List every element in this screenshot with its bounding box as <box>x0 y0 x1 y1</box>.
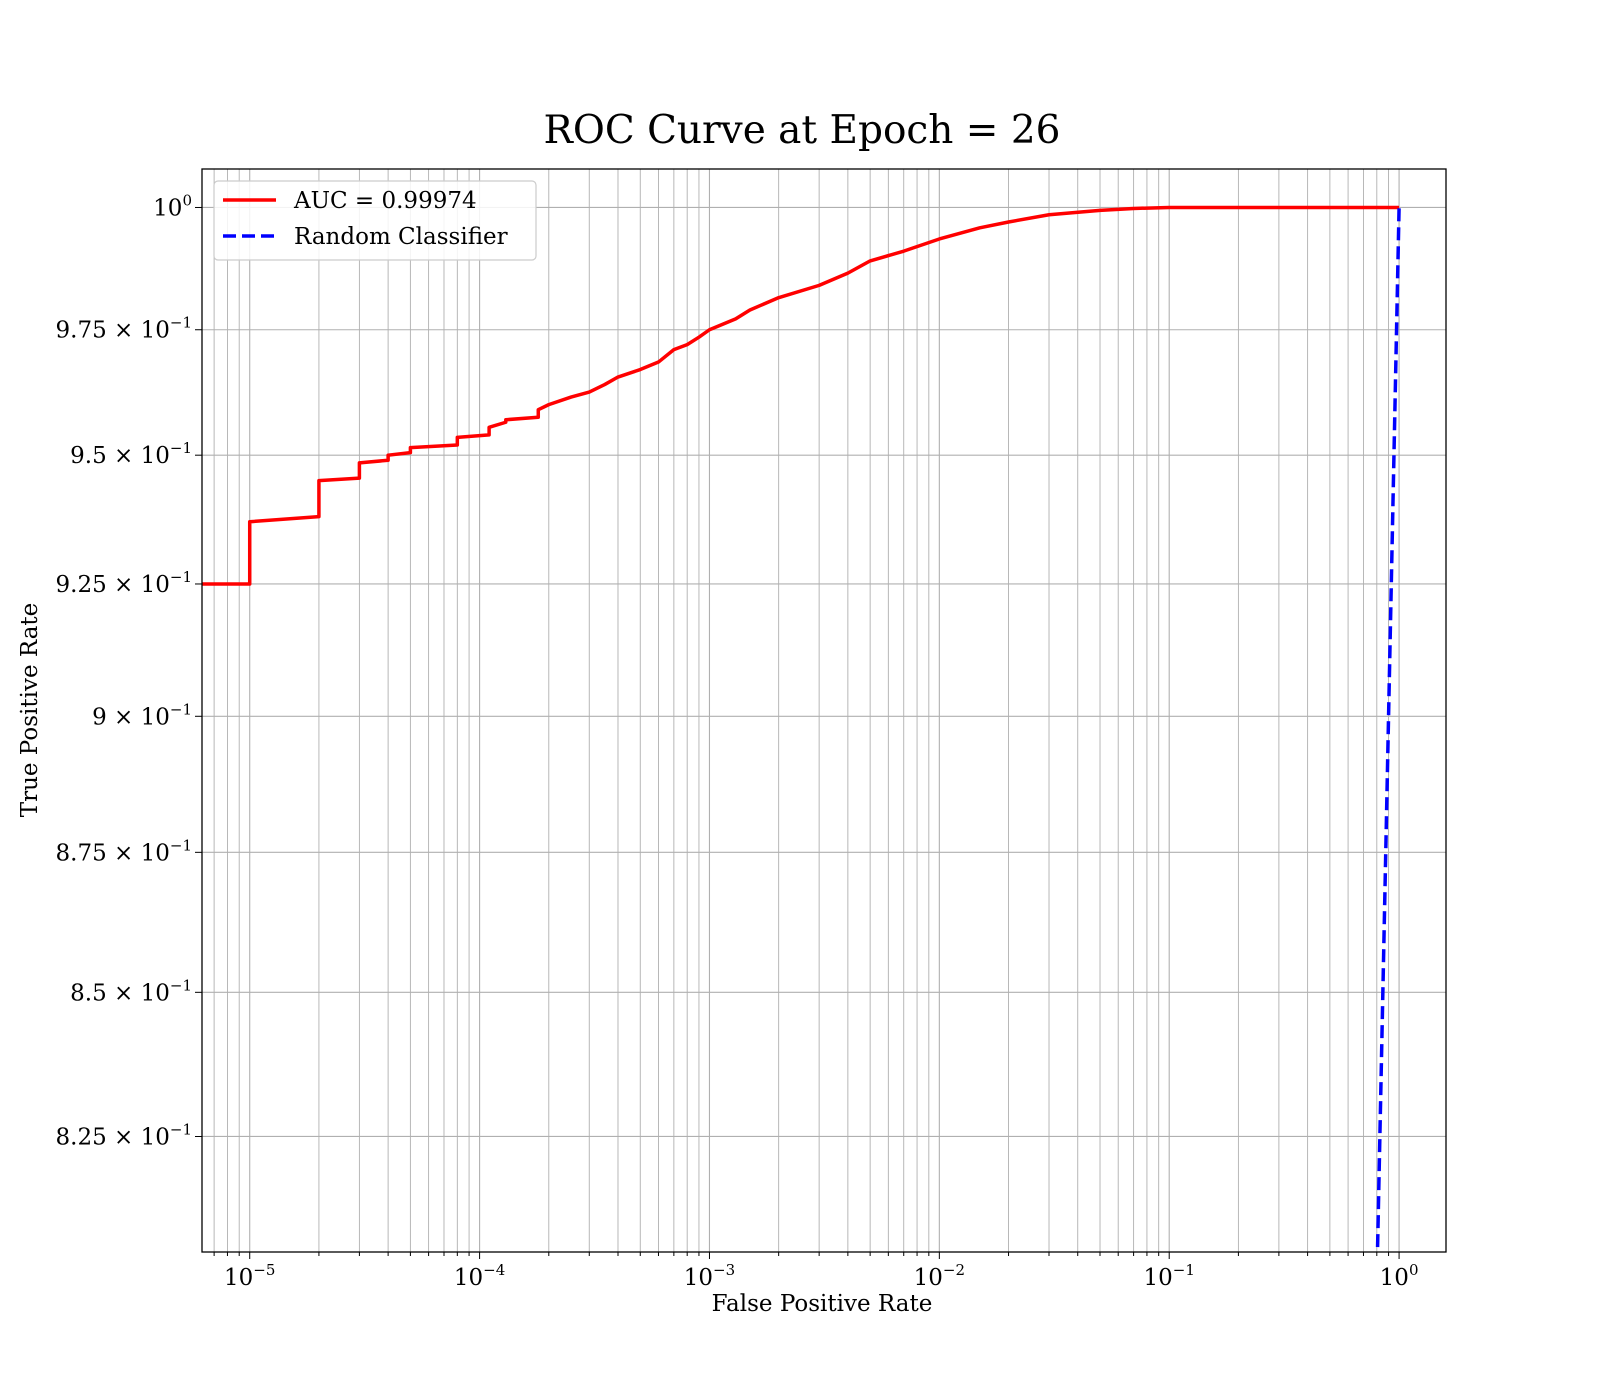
x-tick-label: 10−3 <box>684 1261 735 1291</box>
legend-label-auc: AUC = 0.99974 <box>293 188 477 214</box>
x-axis-ticks: 10−5 10−4 10−3 10−2 10−1 100 <box>213 1252 1419 1291</box>
random-classifier-line <box>1375 207 1401 1252</box>
roc-curve-line <box>202 205 1400 586</box>
y-tick-label: 9.25 × 10−1 <box>56 568 193 598</box>
y-tick-label: 8.25 × 10−1 <box>56 1120 193 1150</box>
plot-frame <box>201 168 1447 1253</box>
series-layer <box>202 205 1401 1252</box>
x-axis-label: False Positive Rate <box>712 1291 933 1317</box>
legend-label-random-classifier: Random Classifier <box>294 224 508 250</box>
x-tick-label: 10−5 <box>224 1261 275 1291</box>
y-tick-label: 9 × 10−1 <box>92 700 192 730</box>
x-tick-label: 10−2 <box>914 1261 965 1291</box>
y-axis-ticks: 100 9.75 × 10−1 9.5 × 10−1 9.25 × 10−1 9 × 1… <box>56 191 202 1150</box>
y-tick-label: 8.5 × 10−1 <box>70 976 192 1006</box>
legend: AUC = 0.99974 Random Classifier <box>213 180 537 261</box>
chart-title: ROC Curve at Epoch = 26 <box>544 108 1061 153</box>
legend-box <box>213 180 537 261</box>
x-tick-label: 100 <box>1380 1261 1419 1291</box>
x-tick-label: 10−1 <box>1144 1261 1195 1291</box>
x-tick-label: 10−4 <box>454 1261 505 1291</box>
y-tick-label: 100 <box>153 191 192 221</box>
y-tick-label: 9.5 × 10−1 <box>70 439 192 469</box>
y-tick-label: 8.75 × 10−1 <box>56 836 193 866</box>
grid-lines <box>202 169 1446 1252</box>
y-tick-label: 9.75 × 10−1 <box>56 314 193 344</box>
y-axis-label: True Positive Rate <box>17 603 43 818</box>
